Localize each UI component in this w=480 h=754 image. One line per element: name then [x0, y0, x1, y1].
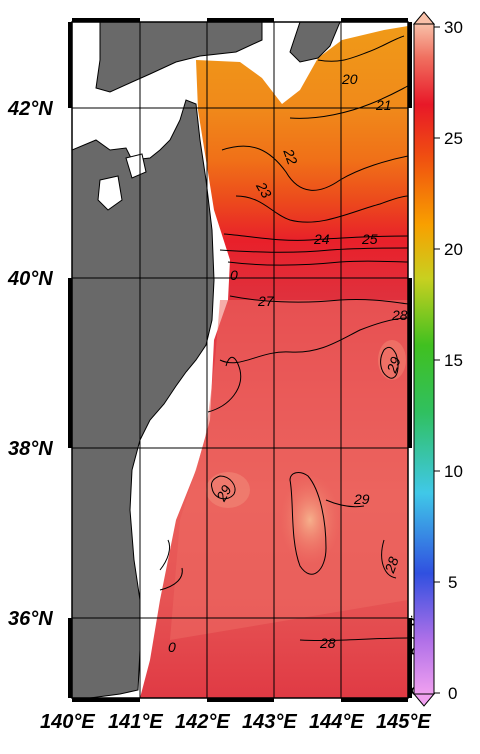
contour-label: 28 — [319, 635, 336, 651]
colorbar-tick-label: 20 — [444, 240, 463, 259]
lat-label: 40°N — [7, 268, 53, 290]
lon-label: 144°E — [309, 711, 364, 733]
colorbar: 30 25 20 15 10 5 0 — [412, 11, 463, 707]
lat-label: 36°N — [8, 608, 53, 630]
hokkaido-east-land — [289, 22, 341, 63]
latitude-labels: 42°N 40°N 38°N 36°N — [7, 98, 53, 630]
lon-label: 142°E — [175, 711, 230, 733]
lat-label: 42°N — [7, 98, 53, 120]
lon-label: 140°E — [40, 711, 95, 733]
contour-label: 22 — [280, 146, 301, 167]
colorbar-tick-label: 5 — [448, 573, 457, 592]
lon-label: 145°E — [376, 711, 431, 733]
map-area: 20 21 22 23 24 25 27 28 29 29 29 28 28 0… — [72, 22, 408, 698]
contour-label: 21 — [375, 97, 392, 113]
lat-label: 38°N — [8, 438, 53, 460]
contour-label: 27 — [257, 293, 275, 309]
contour-labels: 20 21 22 23 24 25 27 28 29 29 29 28 28 0… — [168, 71, 408, 655]
contour-label: 24 — [313, 231, 330, 247]
colorbar-tick-label: 10 — [444, 462, 463, 481]
colorbar-tick-label: 0 — [448, 684, 457, 703]
colorbar-tick-label: 25 — [444, 129, 463, 148]
contour-label: 25 — [361, 231, 378, 247]
contour-label: 29 — [353, 491, 370, 507]
contour-label: 23 — [253, 178, 275, 201]
contour-label: 20 — [341, 71, 358, 87]
lon-label: 141°E — [108, 711, 163, 733]
map-frame — [68, 18, 412, 702]
contour-label: 29 — [383, 354, 404, 375]
contour-label: 28 — [381, 554, 402, 575]
colorbar-tick-label: 15 — [444, 351, 463, 370]
contour-label: 28 — [391, 307, 408, 323]
colorbar-tick-label: 30 — [444, 18, 463, 37]
longitude-labels: 140°E 141°E 142°E 143°E 144°E 145°E — [40, 711, 431, 733]
lon-label: 143°E — [242, 711, 297, 733]
contour-label: 29 — [212, 482, 234, 505]
hokkaido-land — [95, 22, 263, 93]
contour-label: 0 — [168, 639, 176, 655]
contour-label: 0 — [230, 267, 238, 283]
grid-lines — [72, 22, 408, 698]
contour-lines — [159, 35, 408, 642]
